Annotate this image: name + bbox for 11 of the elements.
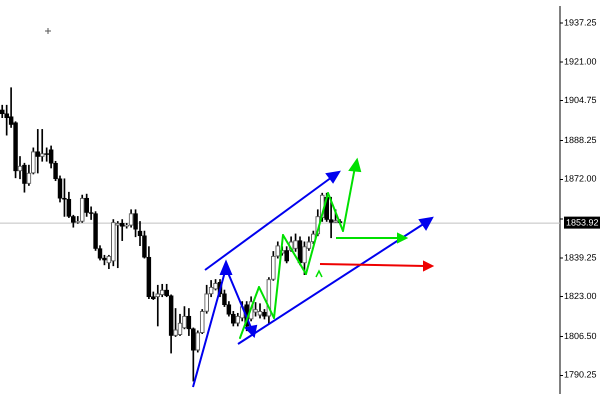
y-tick-label: 1921.00 xyxy=(564,56,597,66)
y-tick-label: 1888.25 xyxy=(564,134,597,145)
y-tick-label: 1872.00 xyxy=(564,174,597,184)
y-tick-label: 1823.00 xyxy=(564,291,597,302)
y-tick-label: 1937.25 xyxy=(564,17,597,28)
y-tick-label: 1839.25 xyxy=(564,252,597,262)
y-tick-label: 1806.50 xyxy=(564,330,597,341)
candlestick xyxy=(253,302,258,316)
y-tick-label: 1790.25 xyxy=(564,370,597,380)
y-tick-label: 1904.75 xyxy=(564,95,597,106)
ref-line-label: 1853.92 xyxy=(566,218,599,228)
